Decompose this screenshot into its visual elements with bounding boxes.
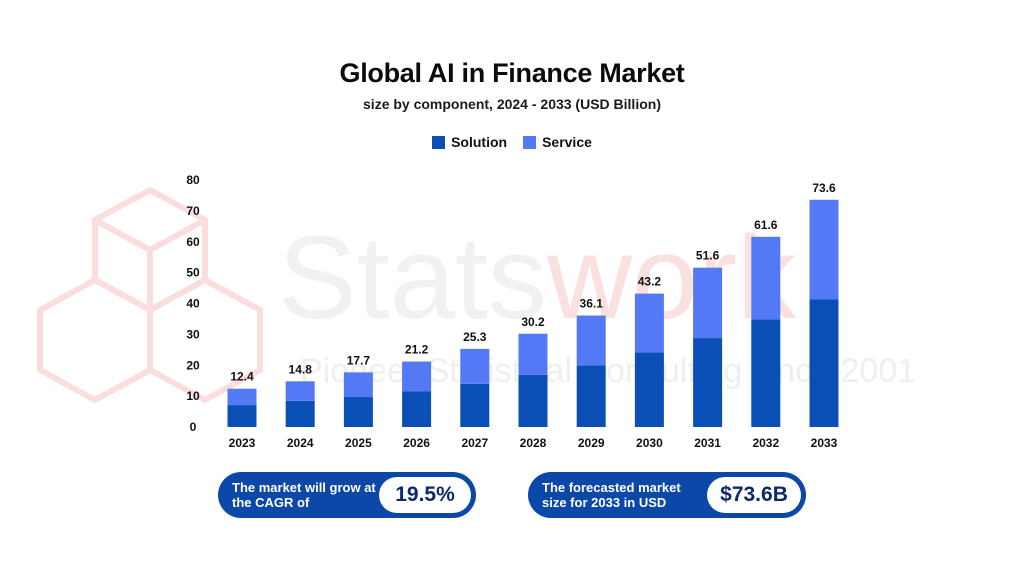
x-tick-label: 2030 [636, 436, 663, 450]
data-label: 36.1 [580, 297, 604, 311]
cagr-callout: The market will grow at the CAGR of 19.5… [218, 472, 476, 518]
y-tick-label: 0 [190, 420, 197, 434]
bar-service [693, 267, 723, 339]
data-label: 14.8 [289, 362, 313, 376]
cagr-callout-value: 19.5% [379, 477, 471, 513]
data-label: 12.4 [230, 370, 254, 384]
chart-title: Global AI in Finance Market [339, 58, 685, 88]
x-tick-label: 2028 [520, 436, 547, 450]
bar-solution [693, 338, 723, 427]
y-tick-label: 20 [186, 358, 200, 372]
bar-service [343, 372, 373, 398]
forecast-callout: The forecasted market size for 2033 in U… [528, 472, 806, 518]
x-tick-label: 2029 [578, 436, 605, 450]
x-tick-label: 2033 [811, 436, 838, 450]
x-tick-label: 2023 [229, 436, 256, 450]
forecast-callout-text: The forecasted market size for 2033 in U… [542, 480, 681, 510]
bar-solution [402, 391, 432, 427]
bar-solution [285, 400, 315, 427]
x-tick-label: 2025 [345, 436, 372, 450]
bar-solution [343, 397, 373, 427]
y-tick-label: 10 [186, 389, 200, 403]
forecast-callout-value: $73.6B [707, 477, 801, 513]
legend-swatch-solution [432, 135, 446, 149]
x-tick-label: 2024 [287, 436, 314, 450]
data-label: 43.2 [638, 275, 662, 289]
bar-service [576, 315, 606, 366]
bar-solution [751, 319, 781, 427]
bar-solution [576, 365, 606, 427]
y-tick-label: 70 [186, 204, 200, 218]
cagr-callout-text: The market will grow at the CAGR of [232, 480, 376, 510]
data-label: 17.7 [347, 353, 371, 367]
bar-service [285, 381, 315, 401]
bar-solution [809, 299, 839, 427]
bar-solution [227, 405, 257, 427]
data-label: 73.6 [812, 181, 836, 195]
data-label: 25.3 [463, 330, 487, 344]
x-tick-label: 2032 [752, 436, 779, 450]
legend-label-service: Service [542, 134, 592, 150]
legend-item-solution: Solution [432, 134, 507, 150]
bar-solution [634, 352, 664, 427]
data-label: 21.2 [405, 343, 429, 357]
x-tick-label: 2031 [694, 436, 721, 450]
y-tick-label: 80 [186, 173, 200, 187]
bar-solution [460, 383, 490, 427]
chart-subtitle: size by component, 2024 - 2033 (USD Bill… [363, 96, 661, 112]
x-tick-label: 2026 [403, 436, 430, 450]
data-label: 61.6 [754, 218, 778, 232]
bar-service [402, 361, 432, 392]
legend: Solution Service [0, 134, 1024, 150]
bar-service [809, 199, 839, 300]
x-tick-label: 2027 [461, 436, 488, 450]
bar-service [518, 333, 548, 375]
legend-item-service: Service [523, 134, 592, 150]
legend-label-solution: Solution [451, 134, 508, 150]
y-tick-label: 30 [186, 327, 200, 341]
bar-service [751, 236, 781, 320]
data-label: 30.2 [521, 315, 545, 329]
y-tick-label: 60 [186, 235, 200, 249]
bar-solution [518, 374, 548, 427]
y-tick-label: 50 [186, 266, 200, 280]
y-tick-label: 40 [186, 297, 200, 311]
data-label: 51.6 [696, 249, 720, 263]
legend-swatch-service [523, 135, 537, 149]
bar-service [460, 348, 490, 384]
bar-service [227, 388, 257, 406]
bar-service [634, 293, 664, 353]
